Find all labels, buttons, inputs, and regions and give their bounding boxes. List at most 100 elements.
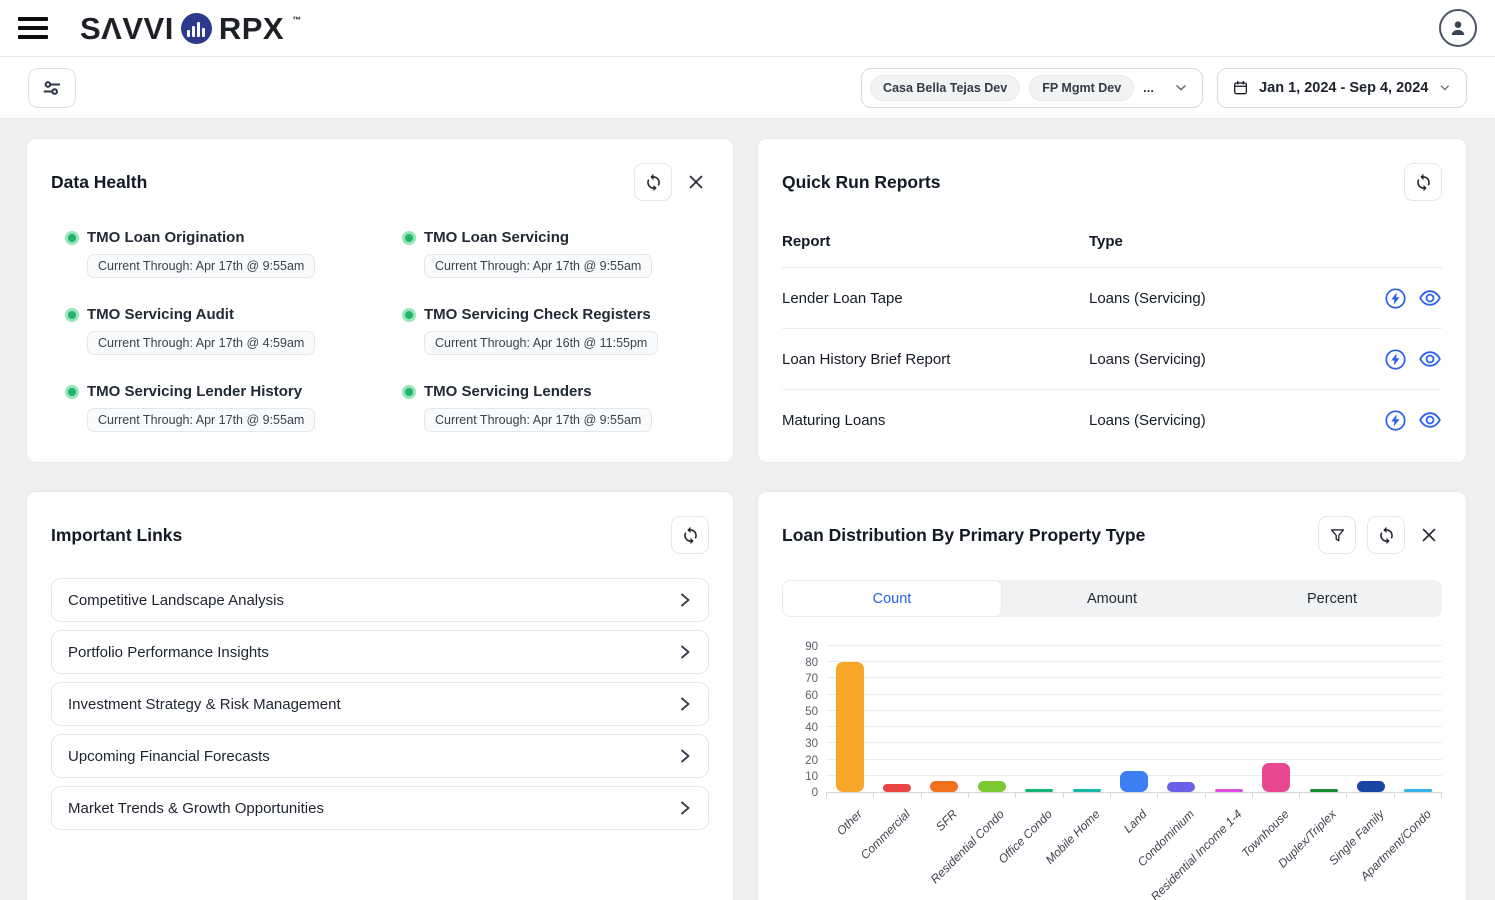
bar-condominium[interactable] — [1167, 782, 1195, 792]
refresh-icon — [644, 173, 663, 192]
person-icon — [1447, 17, 1469, 39]
chart-plot-area: 0102030405060708090 — [826, 647, 1442, 793]
data-source-name: TMO Loan Origination — [87, 229, 245, 246]
chevron-down-icon — [1438, 80, 1452, 96]
important-link-item[interactable]: Investment Strategy & Risk Management — [51, 682, 709, 726]
data-source-name: TMO Servicing Lender History — [87, 383, 302, 400]
bar-slot — [1300, 647, 1347, 792]
bar-slot — [1253, 647, 1300, 792]
view-report-button[interactable] — [1418, 286, 1442, 310]
bar-land[interactable] — [1120, 771, 1148, 792]
view-eye-icon — [1418, 408, 1442, 432]
important-link-item[interactable]: Upcoming Financial Forecasts — [51, 734, 709, 778]
tab-amount[interactable]: Amount — [1002, 580, 1222, 617]
data-health-item: TMO Servicing Check RegistersCurrent Thr… — [402, 306, 709, 355]
bar-other[interactable] — [836, 662, 864, 792]
reports-table-body: Lender Loan TapeLoans (Servicing)Loan Hi… — [782, 268, 1442, 450]
date-range-text: Jan 1, 2024 - Sep 4, 2024 — [1259, 80, 1428, 96]
refresh-icon — [681, 526, 700, 545]
bar-sfr[interactable] — [930, 781, 958, 792]
data-health-item: TMO Servicing AuditCurrent Through: Apr … — [65, 306, 402, 355]
bar-residential-condo[interactable] — [978, 781, 1006, 792]
bar-single-family[interactable] — [1357, 781, 1385, 792]
report-type: Loans (Servicing) — [1089, 290, 1346, 307]
important-link-item[interactable]: Portfolio Performance Insights — [51, 630, 709, 674]
app-logo: SΛVVI RPX ™ — [80, 13, 301, 44]
x-axis-category-label: Land — [1121, 807, 1150, 836]
y-axis-tick-label: 40 — [782, 722, 818, 734]
bar-office-condo[interactable] — [1025, 789, 1053, 792]
bar-chart: 0102030405060708090 OtherCommercialSFRRe… — [782, 647, 1442, 893]
view-report-button[interactable] — [1418, 408, 1442, 432]
bar-residential-income-1-4[interactable] — [1215, 789, 1243, 792]
x-axis-labels: OtherCommercialSFRResidential CondoOffic… — [826, 798, 1442, 893]
bar-slot — [1110, 647, 1157, 792]
bars-layer — [826, 647, 1442, 792]
y-axis-tick-label: 50 — [782, 706, 818, 718]
bar-mobile-home[interactable] — [1073, 789, 1101, 792]
bar-slot — [1347, 647, 1394, 792]
refresh-button[interactable] — [634, 163, 672, 201]
refresh-button[interactable] — [1367, 516, 1405, 554]
chevron-right-icon — [678, 591, 692, 609]
chevron-right-icon — [678, 643, 692, 661]
refresh-button[interactable] — [1404, 163, 1442, 201]
tab-percent[interactable]: Percent — [1222, 580, 1442, 617]
view-eye-icon — [1418, 286, 1442, 310]
bar-slot — [1158, 647, 1205, 792]
x-axis-category-label: Commercial — [857, 807, 912, 862]
entity-multiselect[interactable]: Casa Bella Tejas Dev FP Mgmt Dev ... — [861, 68, 1203, 108]
chevron-right-icon — [678, 799, 692, 817]
run-report-button[interactable] — [1383, 408, 1407, 432]
data-source-name: TMO Servicing Lenders — [424, 383, 592, 400]
run-report-button[interactable] — [1383, 347, 1407, 371]
links-list: Competitive Landscape Analysis Portfolio … — [51, 578, 709, 830]
run-bolt-icon — [1384, 409, 1407, 432]
y-axis-tick-label: 10 — [782, 771, 818, 783]
run-bolt-icon — [1384, 287, 1407, 310]
close-button[interactable] — [1416, 522, 1442, 548]
bar-apartment-condo[interactable] — [1404, 789, 1432, 792]
dashboard-grid: Data Health TMO Loan OriginationCurrent … — [0, 119, 1495, 900]
tab-count[interactable]: Count — [782, 580, 1002, 617]
data-source-name: TMO Servicing Check Registers — [424, 306, 651, 323]
entity-chip[interactable]: FP Mgmt Dev — [1029, 75, 1134, 101]
run-report-button[interactable] — [1383, 286, 1407, 310]
table-row: Maturing LoansLoans (Servicing) — [782, 390, 1442, 450]
x-axis-category-label: SFR — [933, 807, 960, 834]
y-axis-tick-label: 80 — [782, 657, 818, 669]
y-axis-tick-label: 90 — [782, 641, 818, 653]
y-axis-tick-label: 70 — [782, 673, 818, 685]
bar-townhouse[interactable] — [1262, 763, 1290, 792]
report-name: Maturing Loans — [782, 412, 1089, 429]
link-label: Competitive Landscape Analysis — [68, 592, 284, 609]
filter-funnel-icon — [1328, 526, 1347, 545]
logo-text-right: RPX — [219, 13, 284, 44]
run-bolt-icon — [1384, 348, 1407, 371]
y-axis-tick-label: 20 — [782, 755, 818, 767]
refresh-button[interactable] — [671, 516, 709, 554]
close-icon — [687, 173, 705, 191]
hamburger-menu-icon[interactable] — [18, 13, 52, 43]
filter-button[interactable] — [1318, 516, 1356, 554]
dashboard-settings-button[interactable] — [28, 68, 76, 108]
reports-table: Report Type Lender Loan TapeLoans (Servi… — [782, 219, 1442, 450]
data-health-item: TMO Loan ServicingCurrent Through: Apr 1… — [402, 229, 709, 278]
important-link-item[interactable]: Competitive Landscape Analysis — [51, 578, 709, 622]
x-axis-category-label: Residential Income 1-4 — [1148, 807, 1245, 900]
status-dot-green — [402, 385, 416, 399]
column-header-report: Report — [782, 233, 1089, 250]
date-range-picker[interactable]: Jan 1, 2024 - Sep 4, 2024 — [1217, 68, 1467, 108]
close-button[interactable] — [683, 169, 709, 195]
view-report-button[interactable] — [1418, 347, 1442, 371]
y-axis-tick-label: 30 — [782, 738, 818, 750]
chevron-down-icon — [1173, 80, 1189, 96]
bar-duplex-triplex[interactable] — [1310, 789, 1338, 792]
data-health-card: Data Health TMO Loan OriginationCurrent … — [26, 138, 734, 463]
status-dot-green — [65, 385, 79, 399]
bar-commercial[interactable] — [883, 784, 911, 792]
user-avatar[interactable] — [1439, 9, 1477, 47]
report-name: Loan History Brief Report — [782, 351, 1089, 368]
important-link-item[interactable]: Market Trends & Growth Opportunities — [51, 786, 709, 830]
entity-chip[interactable]: Casa Bella Tejas Dev — [870, 75, 1020, 101]
